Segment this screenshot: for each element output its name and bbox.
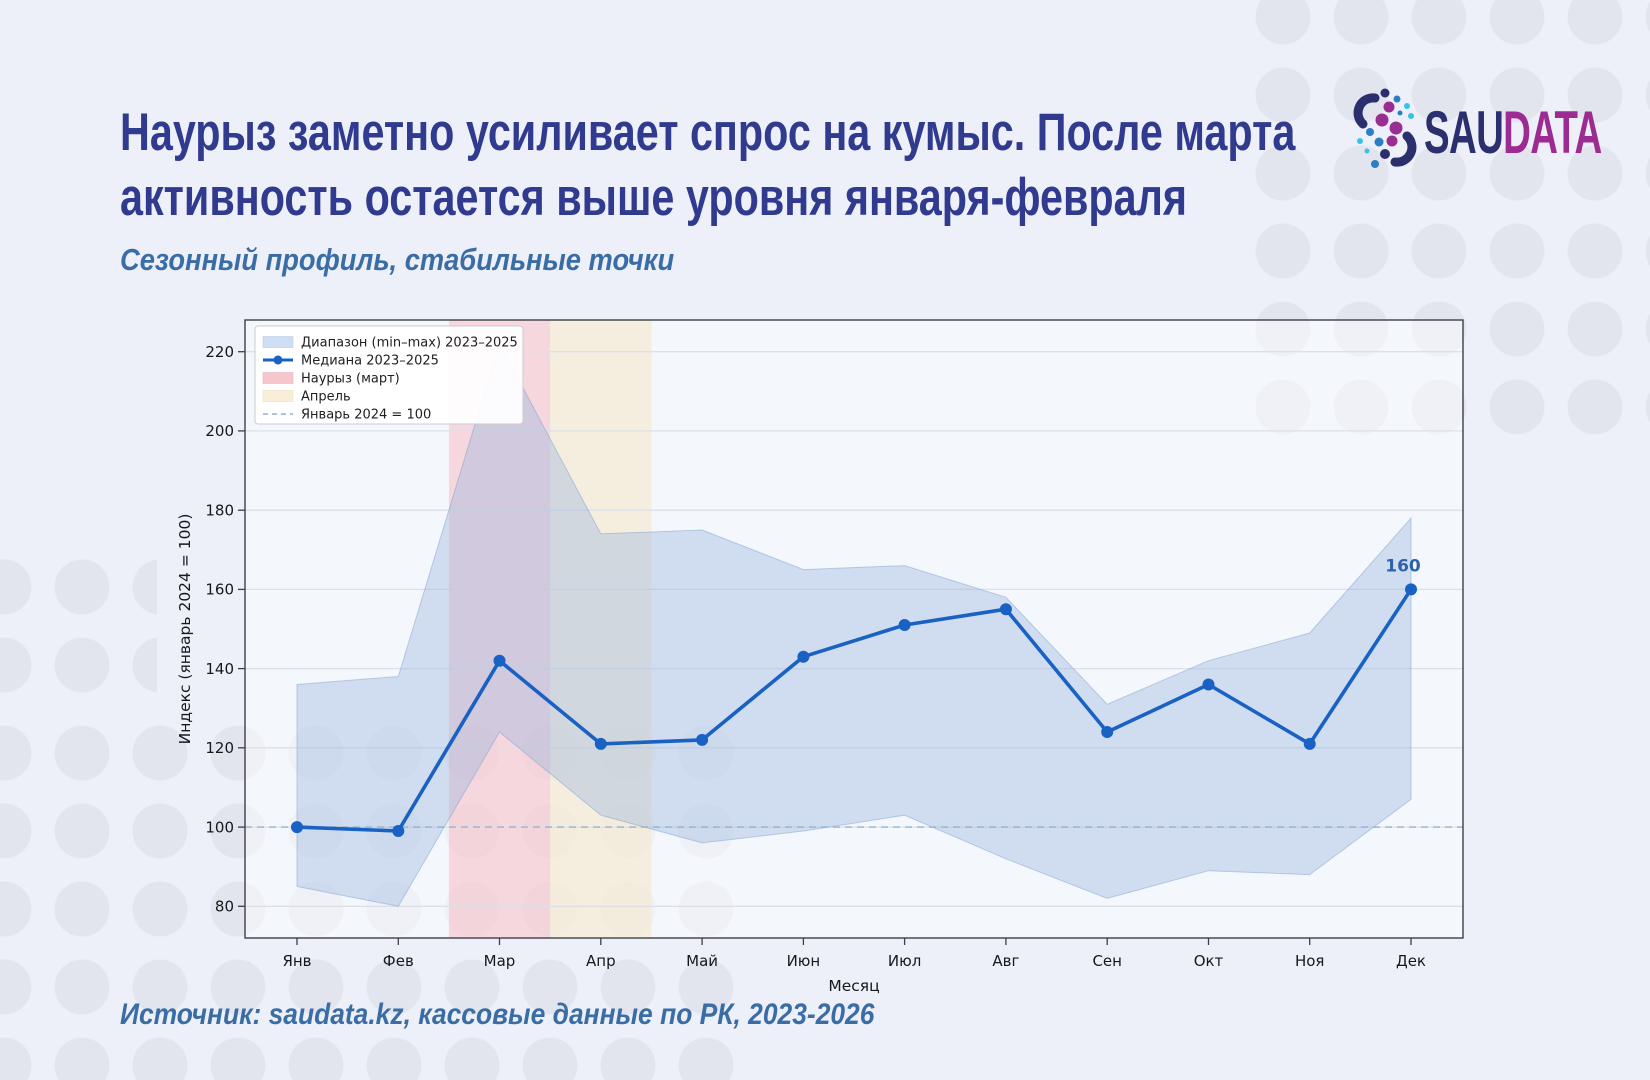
page-title-line2: активность остается выше уровня января-ф… xyxy=(120,168,1188,227)
svg-text:200: 200 xyxy=(205,422,234,440)
logo-text-sau: SAU xyxy=(1424,99,1504,166)
logo-text-data: DATA xyxy=(1503,99,1602,166)
x-axis: Янв Фев Мар Апр Май Июн Июл Авг Сен Окт Ноя Дек xyxy=(282,938,1426,970)
page-title-line1: Наурыз заметно усиливает спрос на кумыс.… xyxy=(120,103,1296,162)
svg-text:Ноя: Ноя xyxy=(1295,952,1324,970)
svg-text:Июл: Июл xyxy=(888,952,921,970)
median-markers xyxy=(291,583,1417,837)
chart-svg: 160 80 100 120 140 160 180 200 220 Янв Фев Мар Апр Ма… xyxy=(176,319,1464,995)
median-line xyxy=(296,588,1413,833)
svg-text:Окт: Окт xyxy=(1194,952,1224,970)
svg-text:Фев: Фев xyxy=(383,952,414,970)
svg-text:Дек: Дек xyxy=(1396,952,1426,970)
svg-text:220: 220 xyxy=(205,343,234,361)
gridlines xyxy=(245,351,1463,907)
svg-text:Апр: Апр xyxy=(586,952,616,970)
svg-text:Апрель: Апрель xyxy=(301,390,351,405)
svg-text:Январь 2024 = 100: Январь 2024 = 100 xyxy=(301,408,431,423)
x-axis-label: Месяц xyxy=(828,977,879,995)
seasonal-profile-chart: 160 80 100 120 140 160 180 200 220 Янв Фев Мар Апр Ма… xyxy=(160,298,1490,998)
legend: Диапазон (min–max) 2023–2025 Медиана 2023… xyxy=(254,325,524,425)
svg-text:120: 120 xyxy=(205,739,234,757)
plot-border xyxy=(244,319,1464,939)
svg-text:Мар: Мар xyxy=(484,952,516,970)
svg-text:140: 140 xyxy=(205,660,234,678)
svg-text:160: 160 xyxy=(205,581,234,599)
svg-text:Наурыз (март): Наурыз (март) xyxy=(301,372,400,387)
svg-text:Сен: Сен xyxy=(1092,952,1122,970)
svg-text:Авг: Авг xyxy=(992,952,1019,970)
min-max-band xyxy=(296,342,1412,907)
page-subtitle: Сезонный профиль, стабильные точки xyxy=(120,242,675,277)
svg-text:Медиана 2023–2025: Медиана 2023–2025 xyxy=(301,354,439,369)
y-axis-label: Индекс (январь 2024 = 100) xyxy=(176,514,194,745)
svg-text:Диапазон (min–max) 2023–2025: Диапазон (min–max) 2023–2025 xyxy=(301,336,518,351)
logo-text: SAUDATA xyxy=(1424,98,1602,167)
svg-text:Май: Май xyxy=(686,952,718,970)
source-caption: Источник: saudata.kz, кассовые данные по… xyxy=(120,998,875,1031)
decorative-dots-left xyxy=(0,548,157,708)
svg-text:Июн: Июн xyxy=(787,952,821,970)
svg-text:180: 180 xyxy=(205,501,234,519)
dec-annotation: 160 xyxy=(1385,556,1421,576)
svg-text:80: 80 xyxy=(215,898,234,916)
april-band xyxy=(550,320,652,938)
y-axis: 80 100 120 140 160 180 200 220 xyxy=(205,343,245,916)
svg-text:Янв: Янв xyxy=(282,952,311,970)
svg-text:100: 100 xyxy=(205,818,234,836)
page-title: Наурыз заметно усиливает спрос на кумыс.… xyxy=(120,100,1295,230)
logo-dots-s-icon xyxy=(1353,88,1417,168)
